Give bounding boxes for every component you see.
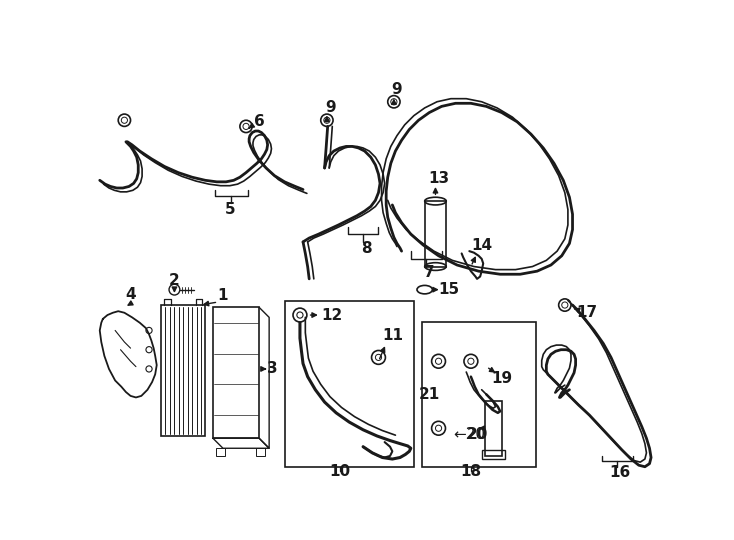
Text: 11: 11 — [382, 328, 403, 343]
Text: 8: 8 — [361, 240, 371, 255]
Text: 13: 13 — [428, 171, 449, 186]
Bar — [482, 450, 505, 459]
Text: 17: 17 — [575, 305, 597, 320]
Bar — [285, 301, 414, 467]
Bar — [421, 322, 536, 467]
Text: 19: 19 — [491, 372, 512, 387]
Bar — [216, 448, 225, 456]
Text: 12: 12 — [321, 308, 343, 322]
Bar — [213, 307, 259, 438]
Text: 15: 15 — [439, 282, 460, 297]
Text: 16: 16 — [610, 465, 631, 481]
Text: 5: 5 — [225, 202, 235, 217]
Text: 3: 3 — [267, 361, 277, 376]
Text: 9: 9 — [325, 100, 336, 116]
Text: 10: 10 — [330, 464, 351, 479]
Bar — [484, 401, 501, 456]
Text: 4: 4 — [126, 287, 136, 302]
Bar — [161, 305, 206, 436]
Text: 6: 6 — [254, 114, 264, 129]
Bar — [256, 448, 265, 456]
Text: 7: 7 — [424, 265, 435, 280]
Text: 9: 9 — [392, 82, 402, 97]
Text: 21: 21 — [418, 387, 440, 402]
Text: 14: 14 — [471, 238, 493, 253]
Text: 20: 20 — [466, 427, 487, 442]
Text: 18: 18 — [460, 464, 482, 479]
Bar — [425, 201, 446, 267]
Text: ←20: ←20 — [454, 427, 485, 442]
Text: 2: 2 — [169, 273, 180, 288]
Text: 1: 1 — [218, 288, 228, 303]
